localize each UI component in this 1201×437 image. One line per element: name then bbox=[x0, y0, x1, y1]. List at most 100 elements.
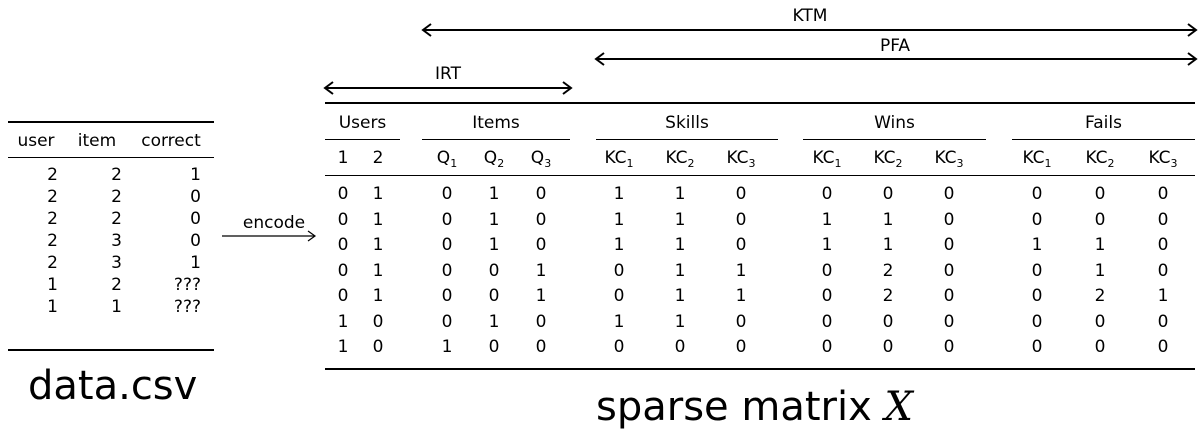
column-header-subscript: 1 bbox=[1044, 157, 1052, 170]
csv-cell: 0 bbox=[190, 209, 201, 229]
column-header-base: KC bbox=[665, 148, 688, 168]
matrix-cell: 0 bbox=[337, 261, 349, 281]
column-header-base: KC bbox=[934, 148, 957, 168]
matrix-cell: 0 bbox=[372, 337, 384, 357]
csv-top-rule bbox=[8, 121, 214, 123]
matrix-cell: 0 bbox=[488, 337, 500, 357]
matrix-cell: 0 bbox=[1031, 286, 1043, 306]
matrix-cell: 1 bbox=[488, 312, 500, 332]
matrix-column-header: KC2 bbox=[1070, 148, 1130, 169]
matrix-column-header: 2 bbox=[348, 148, 408, 168]
matrix-column-header: KC3 bbox=[711, 148, 771, 170]
column-header-subscript: 3 bbox=[956, 157, 964, 170]
column-header-subscript: 1 bbox=[450, 157, 458, 170]
csv-cell: 0 bbox=[190, 187, 201, 207]
matrix-cell: 0 bbox=[337, 210, 349, 230]
matrix-cell: 1 bbox=[613, 235, 625, 255]
matrix-column-header: Q1 bbox=[417, 148, 477, 170]
matrix-cell: 1 bbox=[372, 235, 384, 255]
matrix-column-header: KC1 bbox=[1007, 148, 1067, 170]
matrix-cell: 1 bbox=[441, 337, 453, 357]
matrix-column-header: 1 bbox=[313, 148, 373, 168]
csv-cell: 1 bbox=[111, 297, 122, 317]
matrix-cell: 0 bbox=[821, 312, 833, 332]
csv-header-correct: correct bbox=[141, 131, 201, 151]
matrix-cell: 0 bbox=[943, 337, 955, 357]
matrix-cell: 0 bbox=[1031, 184, 1043, 204]
column-header-base: Q bbox=[436, 148, 451, 168]
matrix-cell: 0 bbox=[1094, 337, 1106, 357]
matrix-cell: 0 bbox=[535, 184, 547, 204]
matrix-cell: 0 bbox=[943, 261, 955, 281]
matrix-cell: 0 bbox=[372, 312, 384, 332]
column-header-subscript: 2 bbox=[687, 157, 695, 170]
irt-span-arrow bbox=[323, 81, 573, 95]
csv-header-item: item bbox=[77, 131, 117, 151]
matrix-cell: 2 bbox=[882, 286, 894, 306]
matrix-cell: 1 bbox=[613, 312, 625, 332]
pfa-span-arrow bbox=[594, 52, 1198, 66]
matrix-cell: 0 bbox=[735, 235, 747, 255]
column-header-base: Q bbox=[530, 148, 545, 168]
matrix-cell: 1 bbox=[674, 210, 686, 230]
matrix-cell: 0 bbox=[882, 184, 894, 204]
column-header-base: KC bbox=[726, 148, 749, 168]
matrix-cell: 0 bbox=[735, 337, 747, 357]
matrix-column-header: KC3 bbox=[1133, 148, 1193, 170]
group-header-fails: Fails bbox=[1085, 113, 1122, 133]
group-header-users: Users bbox=[338, 113, 387, 133]
group-underline-wins bbox=[803, 139, 986, 140]
matrix-cell: 0 bbox=[882, 337, 894, 357]
matrix-caption: sparse matrix X bbox=[596, 385, 913, 429]
column-header-subscript: 1 bbox=[626, 157, 634, 170]
group-underline-fails bbox=[1012, 139, 1195, 140]
matrix-cell: 0 bbox=[943, 286, 955, 306]
matrix-cell: 0 bbox=[535, 337, 547, 357]
matrix-cell: 0 bbox=[613, 286, 625, 306]
matrix-cell: 0 bbox=[613, 337, 625, 357]
matrix-cell: 1 bbox=[735, 286, 747, 306]
matrix-cell: 1 bbox=[535, 261, 547, 281]
matrix-cell: 1 bbox=[674, 261, 686, 281]
column-header-base: 2 bbox=[372, 148, 384, 168]
column-header-subscript: 3 bbox=[1170, 157, 1178, 170]
matrix-column-header: KC3 bbox=[919, 148, 979, 170]
group-underline-users bbox=[325, 139, 400, 140]
column-header-subscript: 3 bbox=[748, 157, 756, 170]
csv-cell: 2 bbox=[47, 165, 58, 185]
matrix-cell: 0 bbox=[441, 312, 453, 332]
matrix-cell: 1 bbox=[821, 235, 833, 255]
matrix-cell: 0 bbox=[735, 312, 747, 332]
matrix-cell: 0 bbox=[337, 184, 349, 204]
column-header-subscript: 1 bbox=[834, 157, 842, 170]
matrix-cell: 1 bbox=[1157, 286, 1169, 306]
matrix-cell: 0 bbox=[882, 312, 894, 332]
matrix-cell: 0 bbox=[821, 184, 833, 204]
matrix-cell: 1 bbox=[613, 184, 625, 204]
csv-cell: 1 bbox=[190, 253, 201, 273]
matrix-column-header: KC1 bbox=[797, 148, 857, 170]
ktm-label: KTM bbox=[792, 6, 828, 26]
matrix-cell: 0 bbox=[1031, 261, 1043, 281]
csv-cell: 2 bbox=[111, 209, 122, 229]
matrix-cell: 0 bbox=[1094, 210, 1106, 230]
matrix-top-rule bbox=[325, 102, 1195, 104]
column-header-subscript: 2 bbox=[895, 157, 903, 170]
csv-cell: 2 bbox=[111, 165, 122, 185]
matrix-column-header: KC2 bbox=[650, 148, 710, 170]
matrix-cell: 1 bbox=[488, 184, 500, 204]
matrix-cell: 1 bbox=[674, 184, 686, 204]
matrix-cell: 0 bbox=[821, 286, 833, 306]
matrix-cell: 0 bbox=[1031, 312, 1043, 332]
matrix-cell: 1 bbox=[882, 210, 894, 230]
group-underline-items bbox=[422, 139, 570, 140]
csv-header-user: user bbox=[17, 131, 55, 151]
csv-cell: 3 bbox=[111, 231, 122, 251]
irt-label: IRT bbox=[435, 64, 461, 84]
csv-cell: 1 bbox=[47, 297, 58, 317]
matrix-cell: 1 bbox=[372, 261, 384, 281]
matrix-cell: 1 bbox=[337, 312, 349, 332]
matrix-cell: 0 bbox=[1157, 261, 1169, 281]
matrix-cell: 0 bbox=[441, 184, 453, 204]
matrix-cell: 1 bbox=[821, 210, 833, 230]
